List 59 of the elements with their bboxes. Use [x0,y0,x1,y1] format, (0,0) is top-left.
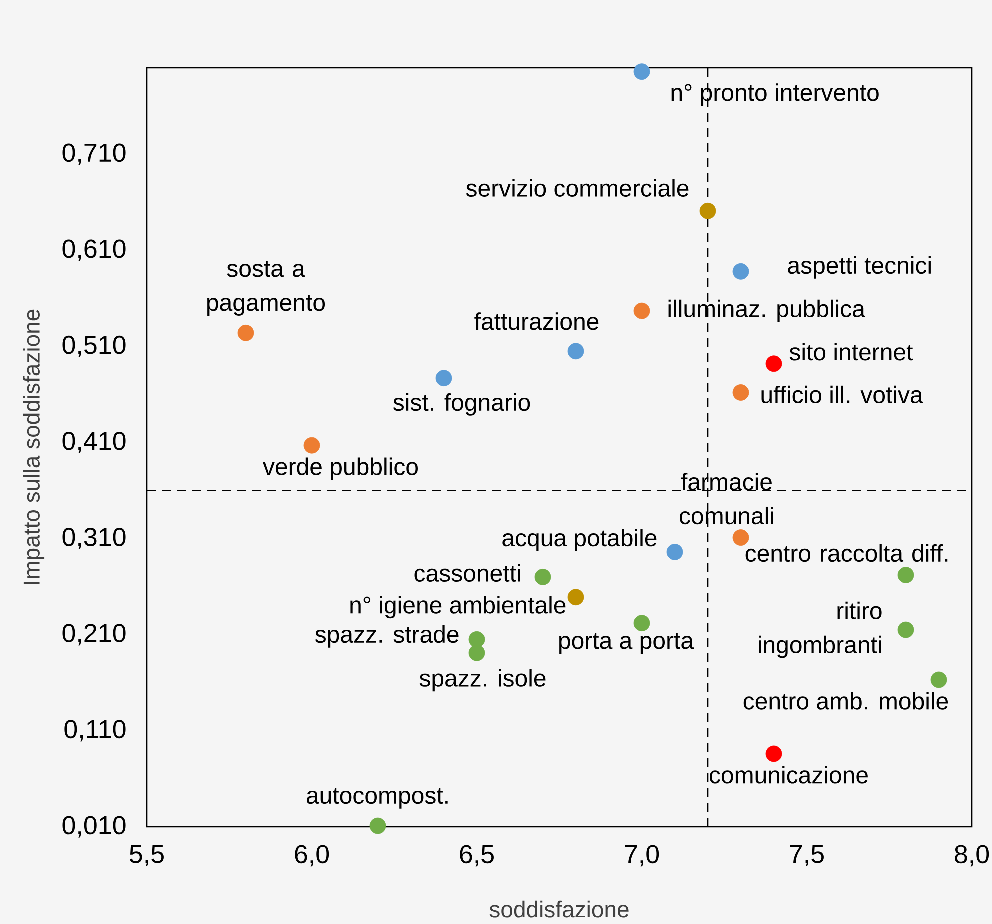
x-axis-title: soddisfazione [490,900,629,918]
point [700,202,716,220]
annotation: n° pronto intervento [672,84,879,106]
annotation: illuminaz. pubblica [668,300,866,322]
y-tick-label: 0,410 [62,432,126,454]
annotation: servizio commerciale [466,179,689,197]
annotation: autocompost. [306,788,448,809]
annotation: n° igiene ambientale [350,596,566,619]
point [568,589,584,606]
point [468,631,486,648]
annotation: spazz. strade [316,625,459,648]
point [666,544,684,560]
annotation: spazz. isole [420,669,546,692]
point [898,622,914,638]
y-tick-label: 0,110 [64,720,126,742]
y-tick-label: 0,710 [62,144,126,166]
annotation: ritiro ingombranti [759,602,882,658]
annotation: fatturazione [474,312,599,330]
annotation: porta a porta [560,634,694,654]
y-tick-label: 0,010 [62,816,126,838]
point [634,615,650,632]
annotation: sito internet [790,343,914,361]
y-tick-label: 0,510 [62,336,126,358]
point [634,302,650,320]
point [930,672,948,688]
x-tick-label: 5,5 [130,845,164,866]
annotation: cassonetti [414,564,520,582]
annotation: comunicazione [710,766,868,784]
point [634,64,650,80]
x-tick-label: 6,5 [460,845,494,867]
point [468,644,486,662]
point [732,263,750,280]
annotation: centro amb. mobile [744,692,948,710]
y-tick-label: 0,210 [62,624,126,646]
annotation: ufficio ill. votiva [762,386,924,404]
point [766,746,782,762]
y-axis-title: Impatto sulla soddisfazione [23,310,45,584]
point [732,384,750,401]
y-tick-label: 0,610 [62,240,126,262]
point [304,437,320,454]
point [534,569,552,586]
x-tick-label: 6,0 [295,845,330,867]
annotation: verde pubblico [263,458,418,480]
point [732,530,750,546]
annotation: sosta a pagamento [208,261,326,316]
point [436,370,452,387]
annotation: centro raccolta diff. [746,544,948,562]
point [568,343,584,360]
x-tick-label: 8,0 [955,845,990,867]
x-tick-label: 7,5 [790,845,824,866]
point [370,818,386,834]
point [898,567,914,584]
annotation: sist. fognario [394,394,530,416]
point [238,324,254,342]
x-tick-label: 7,0 [625,845,660,867]
annotation: aspetti tecnici [788,256,931,279]
annotation: acqua potabile [502,529,657,552]
y-tick-label: 0,310 [62,528,126,550]
point [766,356,782,372]
